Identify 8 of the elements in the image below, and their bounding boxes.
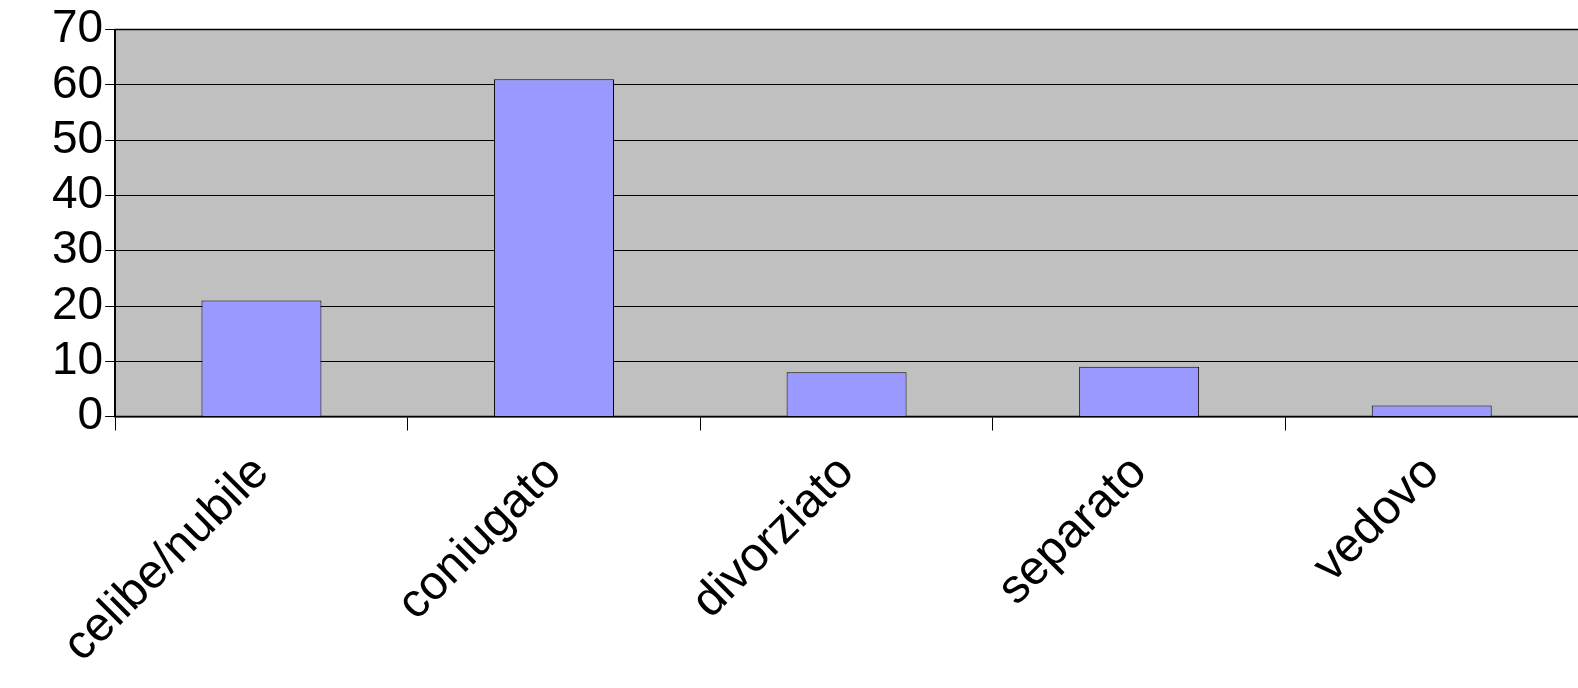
y-tick-label: 10 bbox=[51, 331, 104, 384]
y-tick-label: 20 bbox=[51, 276, 104, 329]
y-tick-label: 30 bbox=[51, 221, 104, 274]
y-tick-label: 70 bbox=[51, 0, 104, 53]
y-tick-label: 0 bbox=[77, 387, 104, 440]
y-tick-label: 50 bbox=[51, 110, 104, 163]
y-tick-label: 40 bbox=[51, 166, 104, 219]
y-tick-label: 60 bbox=[51, 55, 104, 108]
